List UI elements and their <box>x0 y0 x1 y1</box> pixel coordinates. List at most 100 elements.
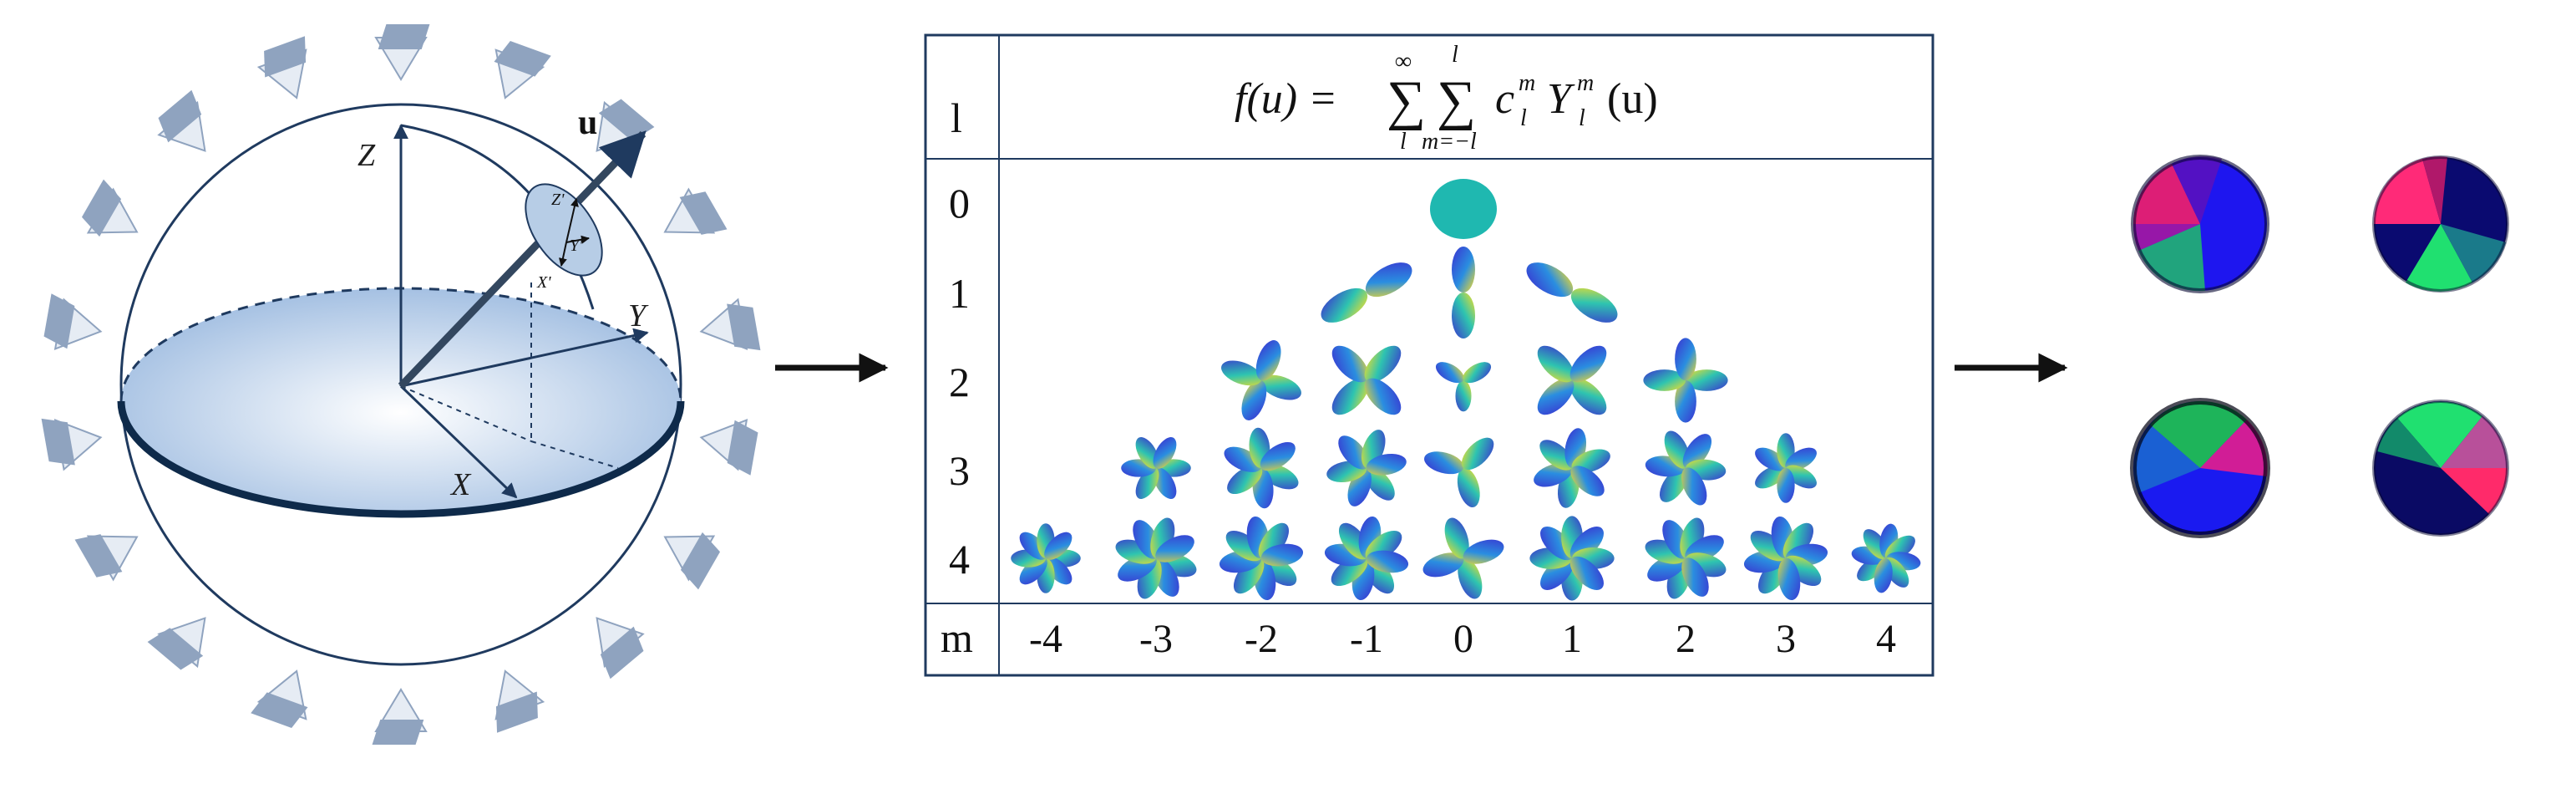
inner-sum-symbol: ∑ <box>1437 70 1476 131</box>
local-y-label: Y' <box>570 237 583 255</box>
harmonic-glyph <box>1121 437 1191 499</box>
camera-icon <box>147 617 206 670</box>
sphere-panel: Z Y X Z' Y' X' u <box>41 24 761 745</box>
camera-icon <box>663 187 728 235</box>
color-ball-top-left <box>2131 155 2269 293</box>
harmonic-glyph <box>1219 516 1304 601</box>
harmonics-table: l f(u) = ∑ ∞ l ∑ l m=−l c m l Y m l (u) … <box>924 33 1935 677</box>
outer-sum-bottom: l <box>1400 129 1407 155</box>
m-label: 3 <box>1776 617 1796 661</box>
m-label: 2 <box>1676 617 1696 661</box>
harmonic-glyph <box>1326 430 1407 506</box>
row-label-l4: 4 <box>949 536 970 583</box>
harmonic-glyph <box>1430 179 1497 239</box>
harmonic-glyph <box>1643 338 1728 423</box>
outer-sum-top: ∞ <box>1395 48 1412 74</box>
local-y-axis <box>565 235 590 244</box>
formula: f(u) = ∑ ∞ l ∑ l m=−l c m l Y m l (u) <box>1235 42 1658 155</box>
camera-icon <box>372 688 428 745</box>
camera-icon <box>157 89 206 152</box>
basis-function: Y <box>1547 75 1575 123</box>
orientation-maps <box>2130 155 2509 538</box>
projection-line-x <box>400 385 532 442</box>
camera-icon <box>256 36 307 99</box>
row-label-l3: 3 <box>949 447 970 494</box>
x-axis <box>399 384 518 499</box>
m-label: 0 <box>1453 617 1473 661</box>
harmonic-glyph <box>1645 430 1727 506</box>
harmonic-glyph <box>1115 517 1197 599</box>
camera-icon <box>494 669 545 733</box>
inner-sum-top: l <box>1452 42 1458 68</box>
harmonic-glyph <box>1321 262 1412 323</box>
coefficient: c <box>1495 75 1514 123</box>
camera-icon <box>74 534 139 582</box>
harmonic-glyph <box>1851 523 1921 593</box>
outer-sum-symbol: ∑ <box>1387 70 1426 131</box>
harmonic-glyph <box>1435 362 1492 412</box>
header-row-label: l <box>951 94 962 141</box>
m-label-row: -4 -3 -2 -1 0 1 2 3 4 <box>1029 617 1896 661</box>
camera-icon <box>41 418 103 471</box>
m-label: -3 <box>1139 617 1173 661</box>
camera-icon <box>43 293 103 351</box>
harmonic-glyph <box>1645 517 1727 599</box>
local-z-axis <box>565 198 579 243</box>
color-ball-bottom-left <box>2130 398 2270 538</box>
m-label: -1 <box>1350 617 1383 661</box>
m-label: 4 <box>1876 617 1896 661</box>
harmonic-glyph <box>1534 428 1610 508</box>
harmonic-glyph <box>1424 437 1494 507</box>
camera-ring <box>41 24 761 745</box>
equator-front-arc <box>117 400 685 518</box>
local-frame-ellipse <box>525 183 603 277</box>
y-axis <box>400 328 649 388</box>
coefficient-sup: m <box>1519 70 1535 96</box>
harmonic-glyph <box>1221 340 1301 420</box>
camera-icon <box>374 24 430 81</box>
camera-icon <box>81 179 139 237</box>
harmonic-glyph <box>1422 517 1504 599</box>
row-label-l1: 1 <box>949 270 970 317</box>
row-label-l2: 2 <box>949 359 970 405</box>
footer-m-label: m <box>941 614 973 661</box>
color-ball-bottom-right <box>2372 400 2509 537</box>
basis-sub: l <box>1579 105 1585 131</box>
m-label: 1 <box>1562 617 1582 661</box>
harmonic-glyph <box>1452 247 1475 338</box>
vector-u <box>398 130 647 389</box>
color-ball-top-right <box>2372 155 2509 293</box>
harmonic-glyph <box>1755 433 1817 503</box>
coefficient-sub: l <box>1520 105 1527 131</box>
camera-icon <box>699 298 761 351</box>
harmonic-glyph <box>1537 345 1607 415</box>
harmonic-glyph <box>1529 516 1615 601</box>
equator-disc <box>121 288 681 514</box>
harmonic-glyph <box>1011 523 1081 593</box>
harmonic-glyph <box>1324 516 1409 601</box>
harmonic-glyph <box>1526 262 1618 323</box>
inner-sum-bottom: m=−l <box>1422 129 1477 155</box>
basis-arg: (u) <box>1607 75 1658 123</box>
x-axis-label: X <box>449 467 472 502</box>
basis-sup: m <box>1577 70 1594 96</box>
camera-icon <box>699 418 758 476</box>
formula-lhs: f(u) = <box>1235 75 1337 123</box>
camera-icon <box>494 40 551 99</box>
camera-icon <box>251 669 308 729</box>
m-label: -4 <box>1029 617 1062 661</box>
y-axis-label: Y <box>628 298 649 333</box>
harmonic-glyph <box>1331 345 1402 415</box>
local-z-label: Z' <box>551 191 565 209</box>
harmonic-glyph-grid <box>1011 179 1921 601</box>
local-x-label: X' <box>536 273 551 292</box>
row-label-l0: 0 <box>949 180 970 226</box>
vector-u-label: u <box>578 104 597 142</box>
camera-icon <box>663 532 721 590</box>
harmonic-glyph <box>1224 427 1299 509</box>
m-label: -2 <box>1245 617 1278 661</box>
local-x-axis <box>558 242 567 267</box>
harmonic-glyph <box>1743 516 1828 601</box>
z-axis-label: Z <box>357 138 376 173</box>
